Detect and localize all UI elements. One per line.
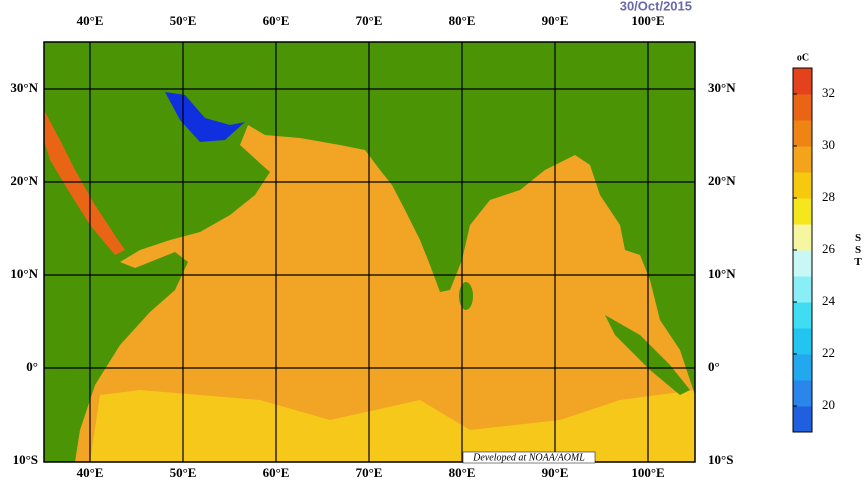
colorbar-label: 20 (822, 397, 835, 412)
lat-label: 20°N (10, 173, 38, 188)
lon-label: 40°E (77, 465, 104, 480)
red-sea (44, 110, 125, 255)
colorbar-cell (793, 328, 812, 355)
colorbar-cell (793, 120, 812, 147)
lat-label: 0° (26, 359, 38, 374)
lon-label: 100°E (631, 465, 664, 480)
graticule (44, 42, 695, 462)
map-frame (43, 41, 696, 463)
map (44, 42, 695, 462)
persian-gulf (165, 92, 245, 142)
colorbar-cell (793, 198, 812, 225)
colorbar-label: 30 (822, 137, 835, 152)
colorbar-cell (793, 250, 812, 277)
lat-label: 10°S (13, 452, 38, 467)
credit-box (462, 451, 596, 464)
colorbar-label: 28 (822, 189, 835, 204)
lon-label: 90°E (542, 465, 569, 480)
lat-label: 20°N (708, 173, 736, 188)
date: 30/Oct/2015 (620, 0, 692, 13)
lon-label: 60°E (263, 13, 290, 28)
lon-label: 60°E (263, 465, 290, 480)
colorbar-cell (793, 302, 812, 329)
colorbar-cell (793, 172, 812, 199)
lon-label: 40°E (77, 13, 104, 28)
lon-label: 50°E (170, 13, 197, 28)
sri-lanka (459, 282, 473, 310)
lon-label: 90°E (542, 13, 569, 28)
lon-label: 70°E (356, 465, 383, 480)
colorbar-cell (793, 276, 812, 303)
colorbar-cell (793, 68, 812, 95)
colorbar-cell (793, 146, 812, 173)
lon-label: 80°E (449, 465, 476, 480)
lon-label: 50°E (170, 465, 197, 480)
colorbar-label: 26 (822, 241, 836, 256)
colorbar-cell (793, 94, 812, 121)
colorbar-cell (793, 354, 812, 381)
land (44, 42, 695, 462)
lon-label: 80°E (449, 13, 476, 28)
colorbar-unit: oC (797, 52, 809, 63)
colorbar-title: SST (852, 232, 864, 268)
colorbar-cell (793, 224, 812, 251)
lat-label: 30°N (10, 80, 38, 95)
lon-label: 100°E (631, 13, 664, 28)
lon-label: 70°E (356, 13, 383, 28)
colorbar-cell (793, 380, 812, 407)
lat-label: 10°S (708, 452, 733, 467)
lat-label: 10°N (708, 266, 736, 281)
lat-label: 30°N (708, 80, 736, 95)
lat-label: 10°N (10, 266, 38, 281)
lat-label: 0° (708, 359, 720, 374)
colorbar-label: 22 (822, 345, 835, 360)
colorbar-cell (793, 406, 812, 433)
colorbar-label: 24 (822, 293, 836, 308)
credit: Developed at NOAA/AOML (472, 452, 585, 463)
warm-band (90, 390, 695, 462)
colorbar-label: 32 (822, 85, 835, 100)
